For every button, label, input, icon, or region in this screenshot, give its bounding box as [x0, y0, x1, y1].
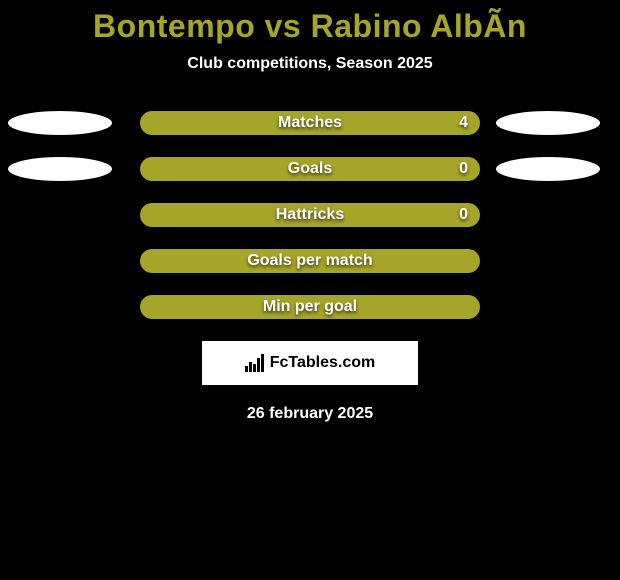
stat-row: Min per goal [0, 295, 620, 319]
comparison-infographic: Bontempo vs Rabino AlbÃ­n Club competiti… [0, 0, 620, 423]
stat-bar: Matches 4 [140, 111, 480, 135]
left-ellipse-icon [8, 157, 112, 181]
stat-row: Goals 0 [0, 157, 620, 181]
stat-row: Goals per match [0, 249, 620, 273]
stat-value: 4 [459, 114, 468, 132]
stat-label: Goals [288, 160, 332, 178]
stat-label: Goals per match [247, 252, 372, 270]
brand-badge: FcTables.com [202, 341, 418, 385]
right-ellipse-icon [496, 157, 600, 181]
stat-row: Matches 4 [0, 111, 620, 135]
page-title: Bontempo vs Rabino AlbÃ­n [0, 8, 620, 45]
left-ellipse-icon [8, 111, 112, 135]
stat-label: Min per goal [263, 298, 357, 316]
subtitle: Club competitions, Season 2025 [0, 55, 620, 73]
stat-value: 0 [459, 206, 468, 224]
stat-value: 0 [459, 160, 468, 178]
bar-chart-icon [245, 354, 264, 372]
stat-bar: Hattricks 0 [140, 203, 480, 227]
stat-row: Hattricks 0 [0, 203, 620, 227]
stat-bar: Goals 0 [140, 157, 480, 181]
stat-bar: Goals per match [140, 249, 480, 273]
stat-bar: Min per goal [140, 295, 480, 319]
right-ellipse-icon [496, 111, 600, 135]
stat-label: Matches [278, 114, 342, 132]
date-text: 26 february 2025 [0, 405, 620, 423]
stat-label: Hattricks [276, 206, 344, 224]
brand-text: FcTables.com [270, 354, 376, 372]
